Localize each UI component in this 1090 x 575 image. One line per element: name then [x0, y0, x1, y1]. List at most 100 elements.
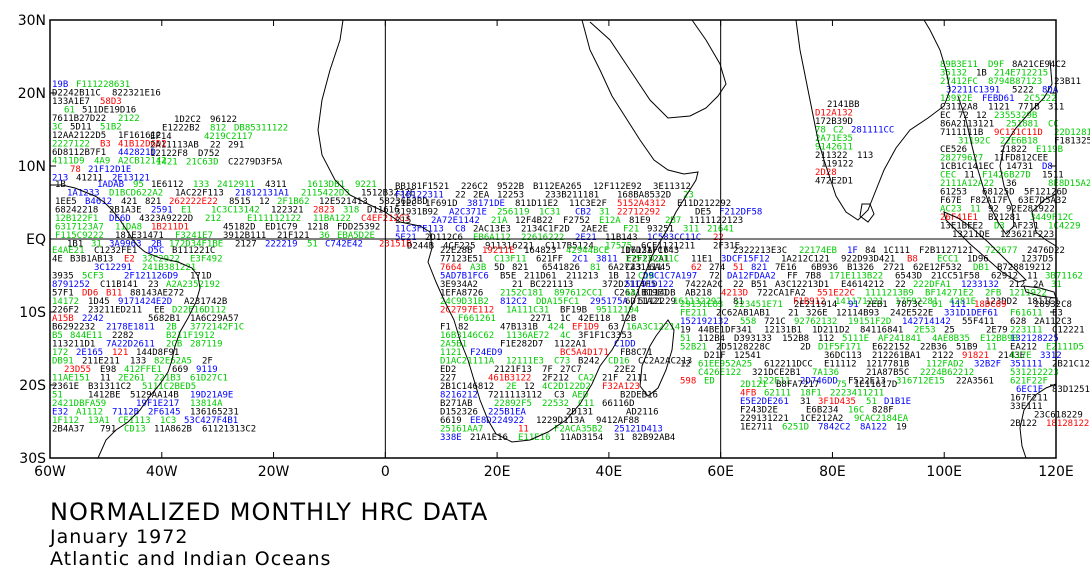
hrc-digit-run: F67E: [940, 196, 962, 206]
hrc-digit-run: 91821: [962, 351, 989, 361]
hrc-digit-run: 2AE2E: [581, 225, 608, 235]
hrc-digit-run: E622152: [872, 343, 910, 353]
hrc-digit-run: 9522B: [497, 182, 524, 192]
hrc-digit-run: 2B1C146812: [440, 382, 494, 392]
hrc-digit-run: 12: [976, 111, 987, 121]
hrc-digit-run: 1A: [625, 289, 636, 299]
hrc-digit-run: 82: [458, 323, 469, 333]
hrc-digit-run: 1CE212A2: [800, 414, 843, 424]
hrc-digit-run: F2B1127121: [919, 246, 973, 256]
hrc-digit-run: 11: [970, 205, 981, 215]
hrc-digit-run: A15B: [52, 314, 74, 324]
hrc-digit-run: 22: [713, 233, 724, 243]
hrc-digit-run: 22: [210, 141, 221, 151]
hrc-digit-run: 2A72E1142: [431, 216, 480, 226]
axis-ticks: [49, 19, 1057, 459]
axis-labels: 60W 40W 20W 0 20E 40E 60E 80E 100E 120E 30N 20N 10N E…: [18, 13, 1074, 480]
hrc-digit-run: 11BA122: [313, 214, 351, 224]
hrc-digit-run: 222DFA1: [913, 280, 951, 290]
hrc-digit-run: 2B122: [1010, 419, 1037, 429]
lon-tick-label: 20E: [484, 464, 511, 480]
hrc-digit-run: 1D211D2: [812, 326, 850, 336]
hrc-digit-run: 5111E: [842, 334, 869, 344]
hrc-digit-run: 95: [133, 180, 144, 190]
lat-tick-label: 30N: [18, 13, 46, 29]
hrc-digit-run: 23B11: [1054, 77, 1081, 87]
hrc-digit-run: 1C4229: [1048, 222, 1081, 232]
hrc-digit-run: E11112: [824, 360, 857, 370]
hrc-digit-run: 316712E15: [896, 377, 945, 387]
hrc-digit-run: 62E12F532: [913, 263, 962, 273]
hrc-digit-run: FE211: [680, 309, 707, 319]
hrc-digit-run: 62: [691, 263, 702, 273]
hrc-digit-run: 4219C2117: [204, 132, 253, 142]
hrc-digit-run: 4213D: [721, 289, 748, 299]
hrc-digit-run: 75: [836, 380, 847, 390]
hrc-digit-run: 61EE952A25: [698, 360, 752, 370]
hrc-digit-run: 1A1233: [67, 189, 100, 199]
hrc-digit-run: 36: [319, 231, 330, 241]
hrc-digit-run: AC23: [940, 205, 962, 215]
hrc-digit-run: B3B1AB13: [70, 255, 113, 265]
hrc-digit-run: 1421: [156, 158, 178, 168]
hrc-digit-run: 168BA8532D: [617, 191, 671, 201]
hrc-digit-run: 31: [800, 397, 811, 407]
hrc-digit-run: B5E: [500, 272, 516, 282]
hrc-digit-run: 22E2: [614, 365, 636, 375]
hrc-digit-run: 821: [145, 197, 161, 207]
hrc-digit-run: DB1: [973, 263, 989, 273]
hrc-digit-run: 417E: [1010, 351, 1032, 361]
hrc-digit-run: 6D11A21: [625, 297, 663, 307]
hrc-digit-run: 31931B92: [395, 208, 438, 218]
hrc-digit-run: F2ACA35B2: [554, 425, 603, 435]
hrc-digit-run: 21F121: [277, 231, 310, 241]
hrc-digit-run: 81: [733, 297, 744, 307]
hrc-digit-run: 11AE151: [52, 374, 90, 384]
hrc-digit-run: 62912: [991, 272, 1018, 282]
hrc-digit-run: 3912B111: [223, 231, 266, 241]
hrc-digit-run: 2F121126D9: [124, 272, 178, 282]
hrc-digit-run: 7211113112: [488, 391, 542, 401]
hrc-digit-run: 2111: [626, 374, 648, 384]
hrc-digit-run: 18128122: [1046, 419, 1089, 429]
hrc-digit-run: 2F: [202, 357, 213, 367]
hrc-digit-run: F1426B27D: [982, 171, 1031, 181]
hrc-digit-run: 78: [70, 165, 81, 175]
hrc-digit-run: CE1113: [118, 416, 151, 426]
hrc-digit-run: 31: [599, 208, 610, 218]
hrc-digit-run: 2E261: [118, 374, 145, 384]
hrc-digit-run: 412FFE1: [124, 365, 162, 375]
hrc-digit-run: 2C1: [572, 255, 588, 265]
hrc-digit-run: 51C91D122: [625, 280, 674, 290]
hrc-digit-run: 2E: [506, 382, 517, 392]
hrc-digit-run: 4E: [52, 255, 63, 265]
hrc-digit-run: 424: [548, 323, 564, 333]
hrc-digit-run: EF1D9: [572, 323, 599, 333]
hrc-digit-run: 1C3: [160, 416, 176, 426]
hrc-digit-run: 5129AA14B: [130, 391, 179, 401]
hrc-digit-run: 2B: [151, 240, 162, 250]
hrc-digit-run: 5222: [1012, 86, 1034, 96]
hrc-digit-run: 1D613AF16: [620, 246, 669, 256]
hrc-digit-run: 2122: [118, 114, 140, 124]
hrc-digit-run: 5F12126D: [1024, 188, 1067, 198]
hrc-digit-run: D1BCD622A2: [109, 189, 163, 199]
hrc-digit-run: 1D96: [967, 255, 989, 265]
hrc-digit-run: 81E9: [629, 216, 651, 226]
hrc-digit-run: AED: [572, 391, 588, 401]
hrc-digit-run: 4C2D122D2: [542, 382, 591, 392]
hrc-digit-run: 3772142F1C: [190, 323, 244, 333]
hrc-digit-run: 2A11113AB: [150, 141, 199, 151]
hrc-digit-run: 828F: [872, 406, 894, 416]
hrc-digit-run: B8: [907, 255, 918, 265]
hrc-digit-run: D9F: [988, 60, 1004, 70]
hrc-digit-run: C11B141: [100, 280, 138, 290]
hrc-digit-run: 13211DE: [952, 230, 990, 240]
hrc-digit-run: 1233132: [961, 280, 999, 290]
hrc-digit-run: 35132: [940, 69, 967, 79]
hrc-digit-run: E2F232A1: [626, 255, 669, 265]
hrc-digit-run: 2EA: [473, 191, 490, 201]
hrc-digit-run: D8: [1042, 162, 1053, 172]
hrc-digit-run: 42E118: [578, 314, 611, 324]
australia-coast: [1019, 383, 1057, 459]
